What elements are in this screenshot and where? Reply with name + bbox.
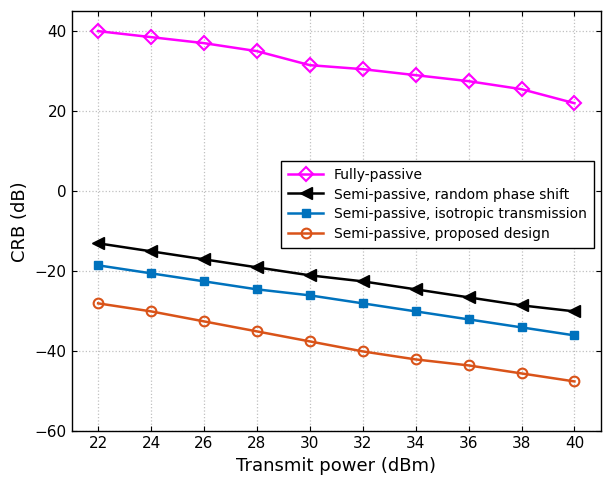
Semi-passive, isotropic transmission — [359, 300, 367, 306]
Fully-passive — [94, 28, 102, 34]
Semi-passive, proposed design — [306, 338, 313, 344]
Line: Semi-passive, random phase shift: Semi-passive, random phase shift — [92, 238, 580, 317]
Semi-passive, isotropic transmission — [200, 278, 207, 284]
X-axis label: Transmit power (dBm): Transmit power (dBm) — [236, 457, 436, 475]
Semi-passive, random phase shift — [571, 309, 578, 314]
Line: Fully-passive: Fully-passive — [93, 26, 580, 108]
Semi-passive, proposed design — [200, 318, 207, 324]
Semi-passive, isotropic transmission — [94, 262, 102, 268]
Semi-passive, isotropic transmission — [571, 332, 578, 338]
Semi-passive, isotropic transmission — [253, 286, 261, 292]
Fully-passive — [200, 40, 207, 46]
Fully-passive — [306, 62, 313, 68]
Semi-passive, isotropic transmission — [518, 325, 525, 330]
Semi-passive, proposed design — [253, 329, 261, 334]
Semi-passive, proposed design — [359, 348, 367, 354]
Fully-passive — [147, 34, 155, 40]
Semi-passive, isotropic transmission — [306, 293, 313, 298]
Semi-passive, proposed design — [412, 357, 419, 363]
Semi-passive, isotropic transmission — [465, 316, 472, 322]
Fully-passive — [359, 66, 367, 72]
Legend: Fully-passive, Semi-passive, random phase shift, Semi-passive, isotropic transmi: Fully-passive, Semi-passive, random phas… — [282, 161, 594, 248]
Semi-passive, proposed design — [571, 379, 578, 384]
Semi-passive, random phase shift — [465, 295, 472, 300]
Semi-passive, random phase shift — [518, 302, 525, 308]
Semi-passive, proposed design — [94, 300, 102, 306]
Fully-passive — [518, 86, 525, 92]
Semi-passive, random phase shift — [200, 257, 207, 262]
Semi-passive, random phase shift — [147, 248, 155, 254]
Semi-passive, isotropic transmission — [147, 270, 155, 276]
Semi-passive, random phase shift — [412, 286, 419, 292]
Y-axis label: CRB (dB): CRB (dB) — [11, 181, 29, 261]
Line: Semi-passive, proposed design: Semi-passive, proposed design — [93, 298, 580, 386]
Semi-passive, proposed design — [147, 309, 155, 314]
Fully-passive — [465, 78, 472, 84]
Fully-passive — [253, 48, 261, 54]
Semi-passive, proposed design — [518, 370, 525, 376]
Fully-passive — [571, 100, 578, 106]
Semi-passive, random phase shift — [306, 273, 313, 278]
Semi-passive, isotropic transmission — [412, 309, 419, 314]
Semi-passive, random phase shift — [253, 264, 261, 270]
Semi-passive, random phase shift — [359, 278, 367, 284]
Semi-passive, random phase shift — [94, 241, 102, 246]
Semi-passive, proposed design — [465, 363, 472, 368]
Fully-passive — [412, 72, 419, 78]
Line: Semi-passive, isotropic transmission: Semi-passive, isotropic transmission — [94, 261, 578, 340]
